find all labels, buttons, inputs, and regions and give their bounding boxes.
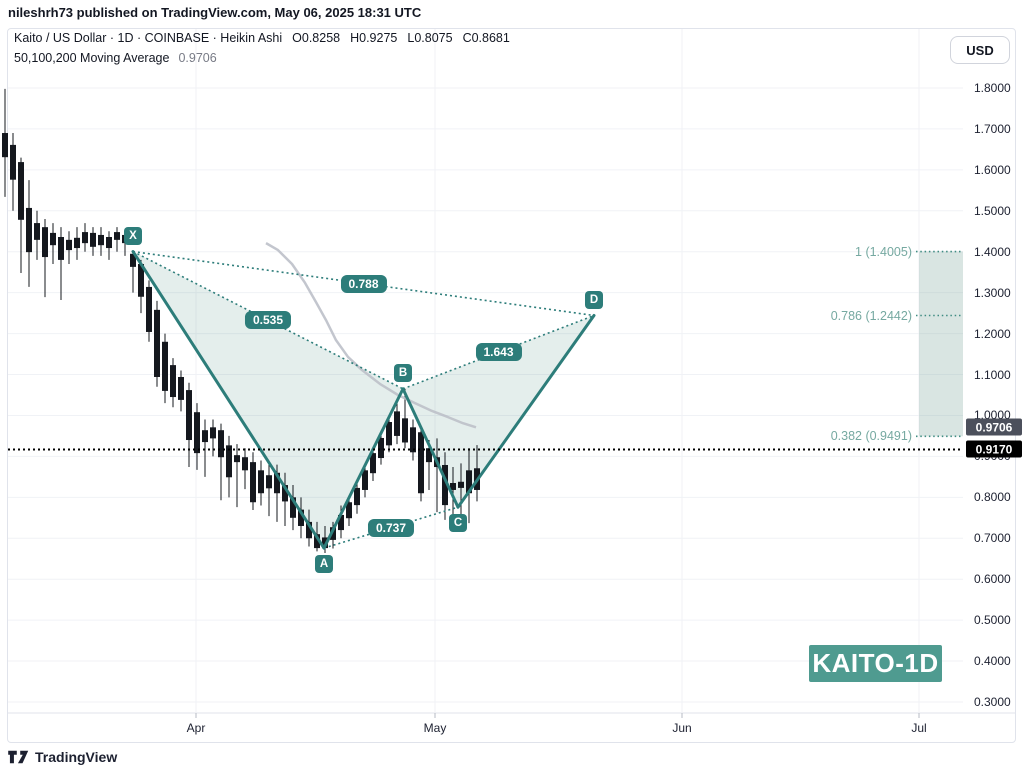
candle-body [18,162,24,220]
pattern-edge-solid [401,387,460,509]
chart-watermark: KAITO-1D [809,645,942,682]
candle-body [250,462,256,503]
symbol-title: Kaito / US Dollar · 1D · COINBASE · Heik… [14,31,283,45]
indicator-legend[interactable]: 50,100,200 Moving Average 0.9706 [14,51,217,65]
pattern-edge-solid [131,250,326,550]
candle-body [130,253,136,267]
candle-body [2,133,8,158]
candle-body [114,232,120,240]
candle-body [290,497,296,518]
indicator-title: 50,100,200 Moving Average [14,51,170,65]
indicator-value: 0.9706 [178,51,217,65]
candle-body [218,430,224,458]
tradingview-wordmark: TradingView [35,749,118,765]
candle-body [178,376,184,400]
candle-body [146,286,152,332]
candle-body [98,234,104,246]
candle-body [418,432,424,494]
candle-body [442,464,448,506]
candle-body [338,514,344,531]
candle-body [74,237,80,249]
pattern-edge-solid [322,387,405,550]
candle-body [346,502,352,519]
candle-body [162,341,168,391]
tradingview-logo-link[interactable]: TradingView [8,749,117,765]
candle-body [34,223,40,240]
candle-body [202,430,208,443]
candle-body [274,472,280,494]
ma-line [265,242,477,429]
candle-body [458,481,464,488]
candle-body [186,390,192,441]
projection-box [919,251,963,437]
candle-body [330,527,336,540]
candle-body [306,521,312,539]
candle-body [370,453,376,474]
chart-frame [7,28,1016,743]
candle-body [314,534,320,549]
candle-body [210,427,216,439]
tradingview-icon [8,750,29,764]
candle-body [394,411,400,436]
pattern-edge-solid [456,314,596,509]
ohlc-low: L0.8075 [407,31,453,45]
symbol-legend[interactable]: Kaito / US Dollar · 1D · COINBASE · Heik… [14,31,510,45]
candle-body [258,470,264,494]
candle-body [426,448,432,463]
pattern-fill [403,315,594,508]
candle-body [402,418,408,443]
pattern-edge-dotted [402,314,595,390]
candle-body [466,470,472,494]
candle-body [242,457,248,471]
candle-body [58,236,64,260]
candle-body [410,427,416,453]
candle-body [90,232,96,247]
candle-body [82,232,88,244]
candle-body [170,365,176,398]
candle-body [10,144,16,180]
candle-body [106,236,112,249]
candle-body [282,485,288,502]
ohlc-high: H0.9275 [350,31,398,45]
candle-body [138,264,144,297]
candle-body [354,487,360,506]
candle-body [66,239,72,251]
candle-body [266,475,272,489]
candle-body [362,470,368,490]
attribution-text: nileshrh73 published on TradingView.com,… [8,5,422,20]
currency-toggle-button[interactable]: USD [950,36,1010,64]
candle-body [154,309,160,377]
candle-body [122,234,128,244]
pattern-edge-dotted [323,506,459,549]
candle-body [226,445,232,478]
candle-body [234,455,240,463]
candle-body [386,422,392,446]
pattern-fill [133,251,403,549]
candle-body [378,437,384,459]
candle-body [42,227,48,258]
ohlc-close: C0.8681 [462,31,510,45]
candle-body [26,207,32,253]
candle-body [298,509,304,526]
candle-body [50,232,56,246]
candle-body [194,412,200,454]
ohlc-open: O0.8258 [292,31,341,45]
candle-body [450,483,456,490]
